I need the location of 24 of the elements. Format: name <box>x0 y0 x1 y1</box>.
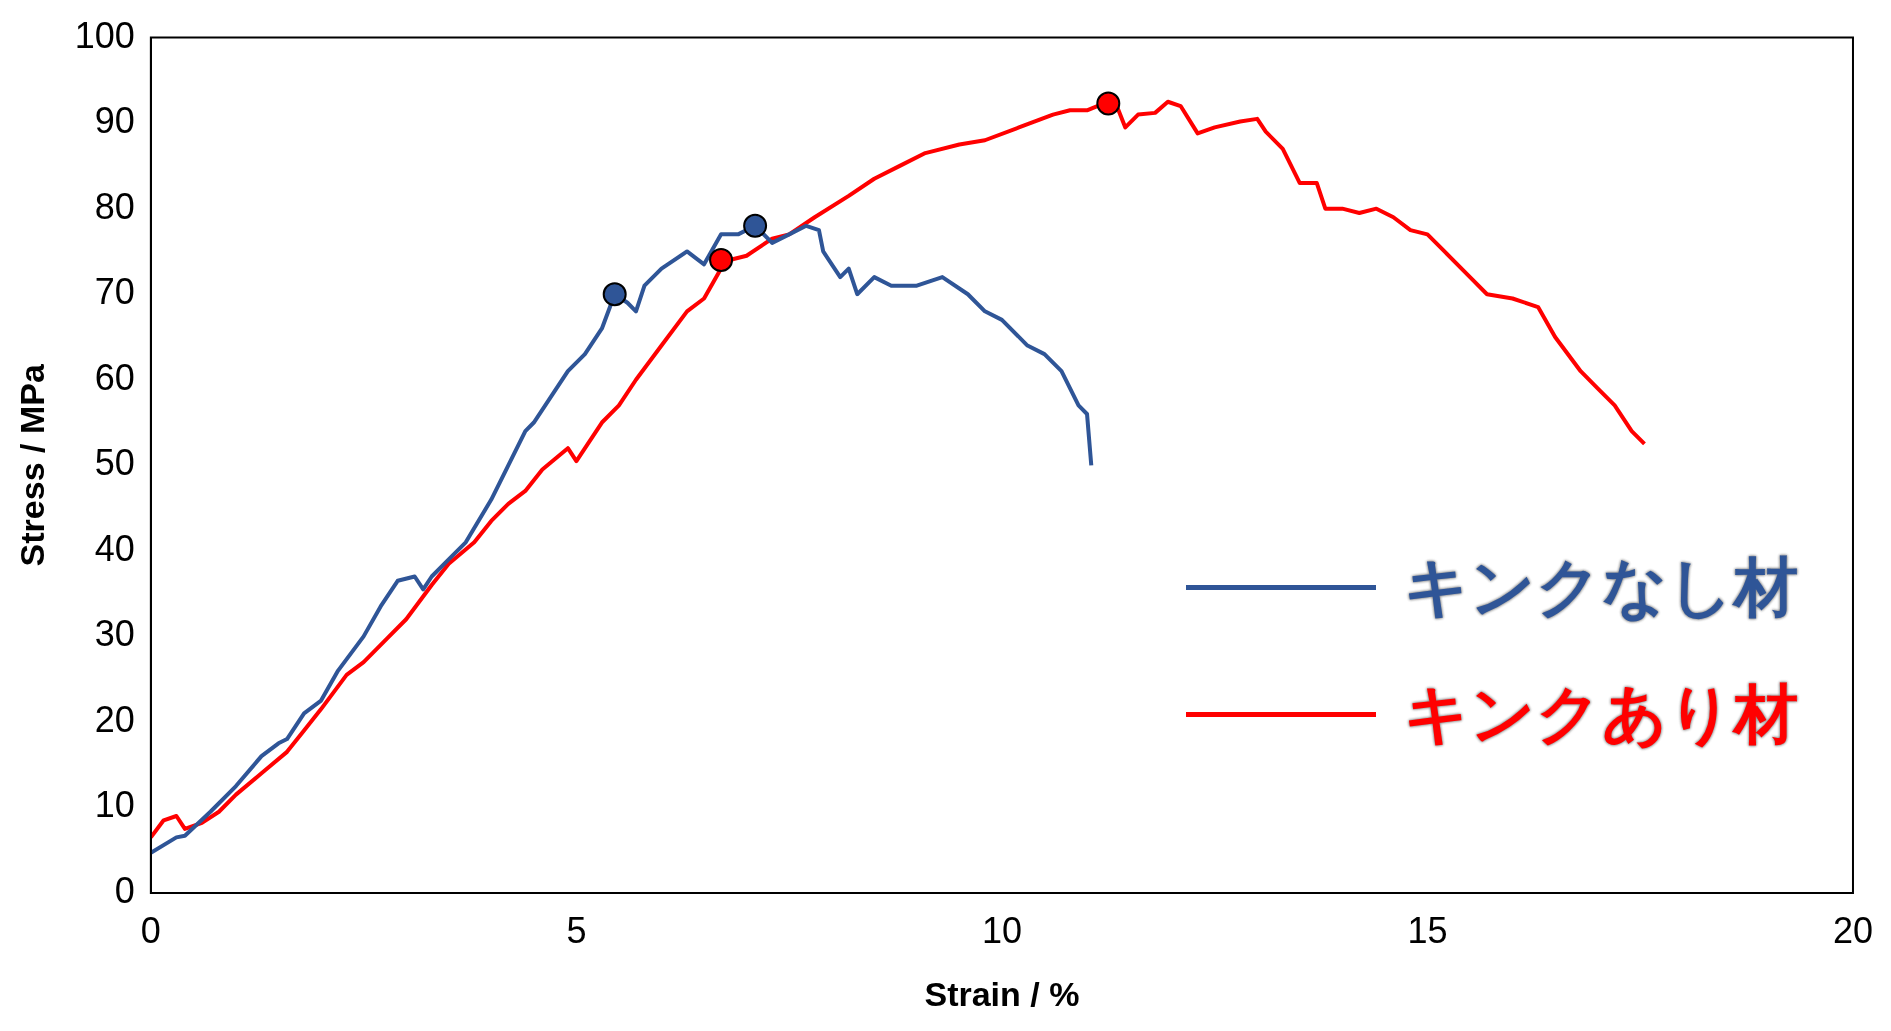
legend-label: キンクあり材 <box>1403 676 1798 753</box>
y-tick-label: 50 <box>94 442 135 484</box>
y-axis-title: Stress / MPa <box>12 363 51 567</box>
x-tick-label: 5 <box>566 909 587 951</box>
x-tick-label: 20 <box>1832 909 1873 951</box>
y-tick-label: 10 <box>94 784 135 826</box>
x-tick-label: 15 <box>1407 909 1448 951</box>
y-tick-label: 90 <box>94 100 135 142</box>
point <box>602 282 627 307</box>
legend-label: キンクなし材 <box>1403 549 1798 626</box>
x-tick-label: 0 <box>140 909 161 951</box>
x-axis-title: Strain / % <box>924 974 1080 1013</box>
y-tick-label: 60 <box>94 356 135 398</box>
y-tick-label: 0 <box>114 869 135 911</box>
y-tick-label: 80 <box>94 185 135 227</box>
point <box>743 213 768 238</box>
y-tick-label: 40 <box>94 527 135 569</box>
point <box>709 248 734 272</box>
y-tick-label: 100 <box>74 14 135 56</box>
y-tick-label: 30 <box>94 613 135 655</box>
y-tick-label: 70 <box>94 271 135 313</box>
point <box>1096 91 1121 116</box>
y-tick-label: 20 <box>94 698 135 740</box>
x-tick-label: 10 <box>981 909 1022 951</box>
